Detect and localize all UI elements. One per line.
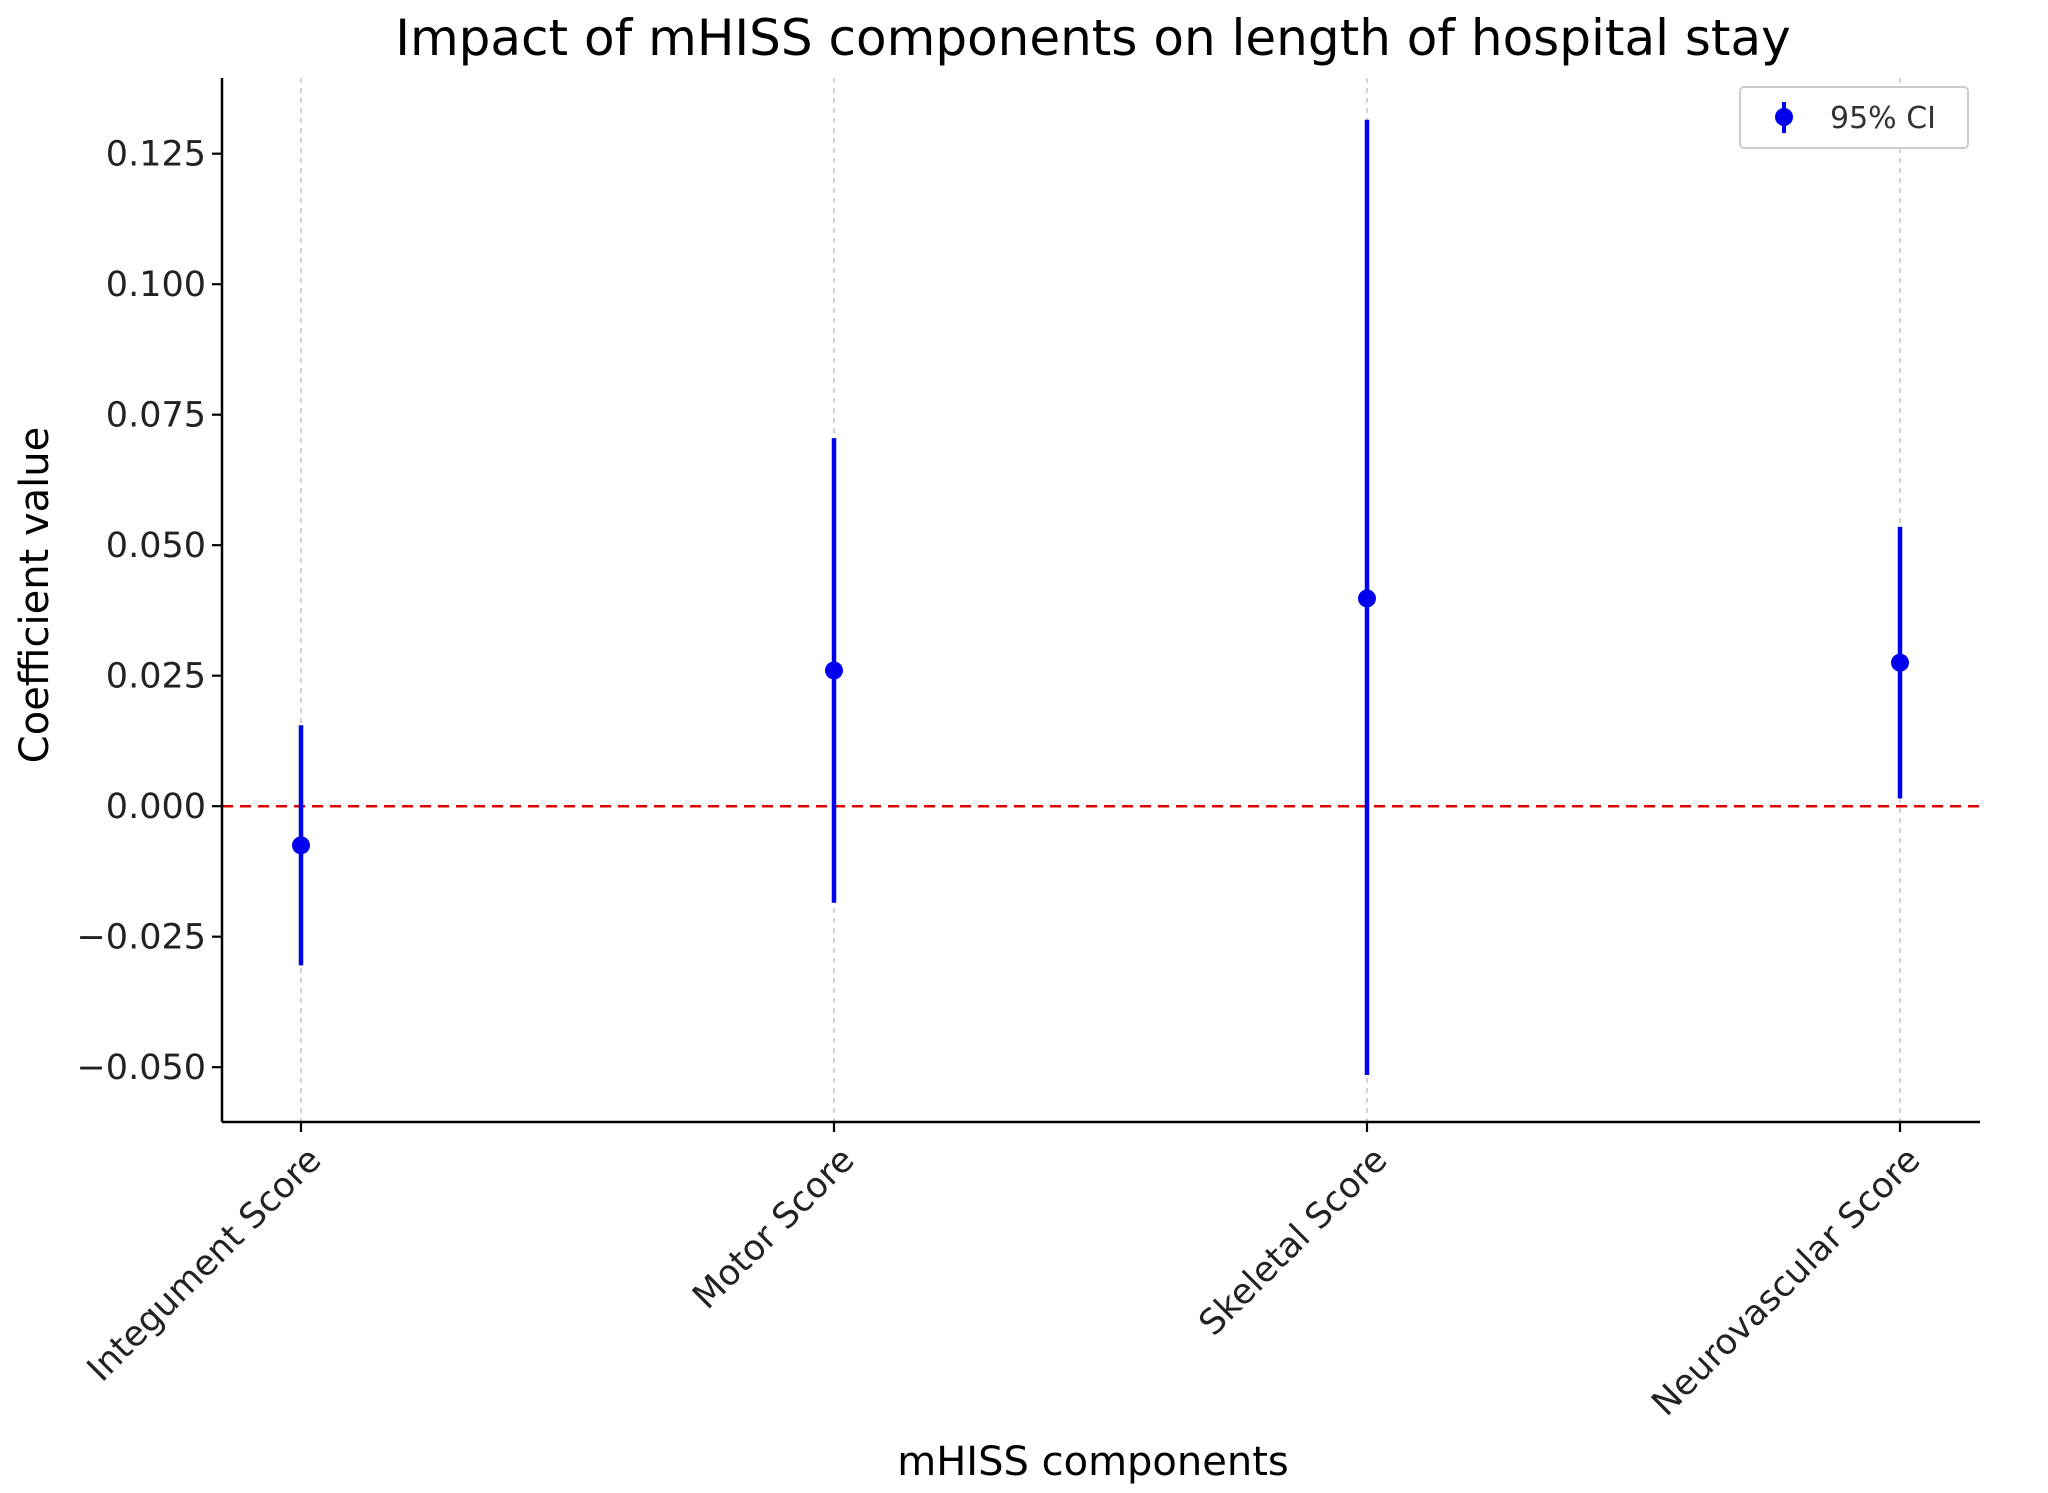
coefficient-point-3 <box>1358 589 1376 608</box>
legend-label: 95% CI <box>1830 101 1936 136</box>
coefficient-point-4 <box>1891 653 1909 672</box>
legend-marker-dot <box>1775 108 1793 126</box>
x-tick-label-4: Neurovascular Score <box>1644 1140 1928 1424</box>
axes <box>220 78 1980 1124</box>
x-tick-label-2: Motor Score <box>685 1140 862 1317</box>
y-tick-label-3: 0.000 <box>106 787 206 827</box>
y-tick-label-4: 0.025 <box>106 657 206 697</box>
series-group <box>292 119 1909 1076</box>
y-axis-label: Coefficient value <box>12 427 58 763</box>
grid-lines <box>300 78 1901 1122</box>
coefficient-point-1 <box>292 836 310 855</box>
x-tick-label-3: Skeletal Score <box>1192 1140 1396 1344</box>
legend-frame <box>1739 86 1969 149</box>
y-tick-label-2: −0.025 <box>76 918 206 958</box>
y-tick-label-5: 0.050 <box>106 526 206 566</box>
chart-title: Impact of mHISS components on length of … <box>395 9 1791 67</box>
coefficient-point-2 <box>825 661 843 680</box>
y-tick-label-6: 0.075 <box>106 396 206 436</box>
y-tick-label-1: −0.050 <box>76 1048 206 1088</box>
legend: 95% CI <box>1739 86 1969 149</box>
y-tick-label-7: 0.100 <box>106 265 206 305</box>
x-ticks: Integument Score Motor Score Skeletal Scor… <box>80 1122 1928 1424</box>
y-tick-label-8: 0.125 <box>106 135 206 175</box>
x-tick-label-1: Integument Score <box>80 1140 330 1390</box>
x-axis-label: mHISS components <box>897 1439 1288 1485</box>
y-ticks: −0.050 −0.025 0.000 0.025 0.050 0.075 0.100 0.1… <box>76 135 222 1088</box>
